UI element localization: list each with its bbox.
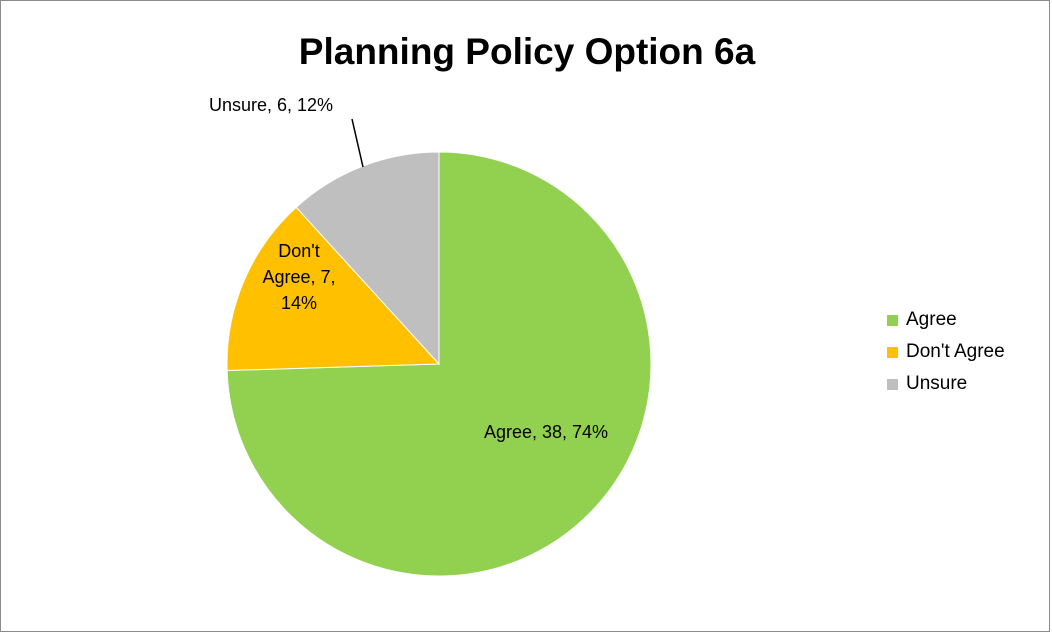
legend-label-dont-agree: Don't Agree (906, 341, 1005, 362)
legend-label-agree: Agree (906, 309, 957, 330)
data-label-line: Agree, 7, (262, 267, 335, 287)
legend-swatch-dont-agree (887, 346, 898, 358)
data-label-line: Don't (278, 241, 319, 261)
data-label-agree: Agree, 38, 74% (484, 422, 608, 442)
legend-swatch-agree (887, 314, 898, 326)
legend: Agree Don't Agree Unsure (887, 304, 1005, 400)
pie-slice-dont-agree (226, 206, 441, 372)
data-label-unsure: Unsure, 6, 12% (209, 95, 333, 115)
legend-item-unsure: Unsure (887, 368, 1005, 400)
data-label-line: Unsure, 6, 12% (209, 95, 333, 115)
legend-item-agree: Agree (887, 304, 1005, 336)
legend-label-unsure: Unsure (906, 373, 968, 394)
data-label-line: Agree, 38, 74% (484, 422, 608, 442)
chart-title: Planning Policy Option 6a (298, 31, 756, 72)
legend-swatch-unsure (887, 378, 898, 390)
data-label-dont-agree: Don't Agree, 7, 14% (262, 241, 335, 313)
data-label-line: 14% (281, 293, 317, 313)
leader-line-unsure (351, 118, 364, 168)
legend-item-dont-agree: Don't Agree (887, 336, 1005, 368)
